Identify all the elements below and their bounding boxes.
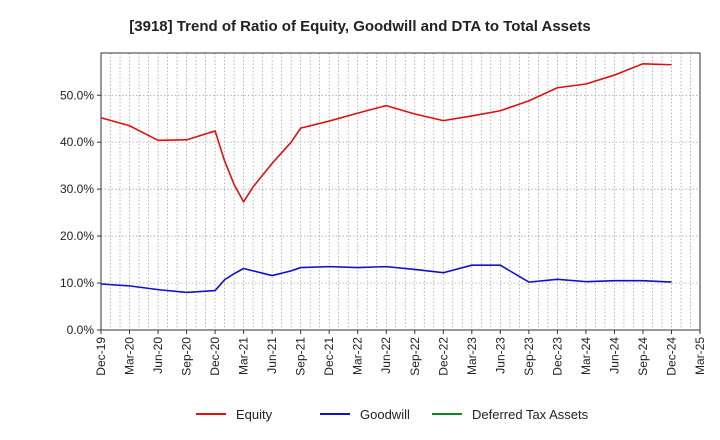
axes: 0.0% 10.0% 20.0% 30.0% 40.0% 50.0% Dec-19 Mar-2… <box>60 52 707 376</box>
x-tick-label: Dec-21 <box>322 337 336 376</box>
series-lines <box>100 62 672 294</box>
x-tick-label: Mar-22 <box>351 337 365 375</box>
y-tick-label: 50.0% <box>60 88 94 102</box>
x-tick-label: Mar-24 <box>579 337 593 375</box>
x-tick-label: Jun-20 <box>151 337 165 374</box>
y-tick-label: 30.0% <box>60 182 94 196</box>
plot-area <box>101 53 700 330</box>
x-tick-label: Dec-23 <box>550 337 564 376</box>
y-tick-label: 0.0% <box>67 323 95 337</box>
plot-frame <box>100 52 701 331</box>
legend-label: Equity <box>236 407 273 422</box>
x-tick-label: Dec-20 <box>208 337 222 376</box>
x-tick-label: Mar-20 <box>123 337 137 375</box>
series-line-goodwill <box>100 264 672 294</box>
x-tick-label: Jun-21 <box>265 337 279 374</box>
x-tick-label: Mar-23 <box>465 337 479 375</box>
y-tick-label: 20.0% <box>60 229 94 243</box>
x-tick-label: Dec-24 <box>664 337 678 376</box>
x-tick-label: Jun-22 <box>379 337 393 374</box>
x-tick-label: Sep-23 <box>522 337 536 376</box>
x-tick-label: Sep-21 <box>294 337 308 376</box>
x-tick-label: Sep-20 <box>180 337 194 376</box>
legend-label: Deferred Tax Assets <box>472 407 589 422</box>
x-tick-label: Jun-24 <box>607 337 621 374</box>
grid <box>100 53 701 331</box>
x-tick-label: Mar-25 <box>693 337 707 375</box>
x-tick-label: Dec-19 <box>94 337 108 376</box>
x-tick-label: Sep-24 <box>636 337 650 376</box>
x-tick-label: Sep-22 <box>408 337 422 376</box>
legend-label: Goodwill <box>360 407 410 422</box>
x-tick-label: Jun-23 <box>493 337 507 374</box>
y-tick-label: 40.0% <box>60 135 94 149</box>
chart-title: [3918] Trend of Ratio of Equity, Goodwil… <box>129 18 590 35</box>
legend: Equity Goodwill Deferred Tax Assets <box>196 407 589 422</box>
y-tick-label: 10.0% <box>60 276 94 290</box>
x-tick-label: Dec-22 <box>436 337 450 376</box>
x-tick-label: Mar-21 <box>237 337 251 375</box>
series-line-equity <box>100 62 672 203</box>
